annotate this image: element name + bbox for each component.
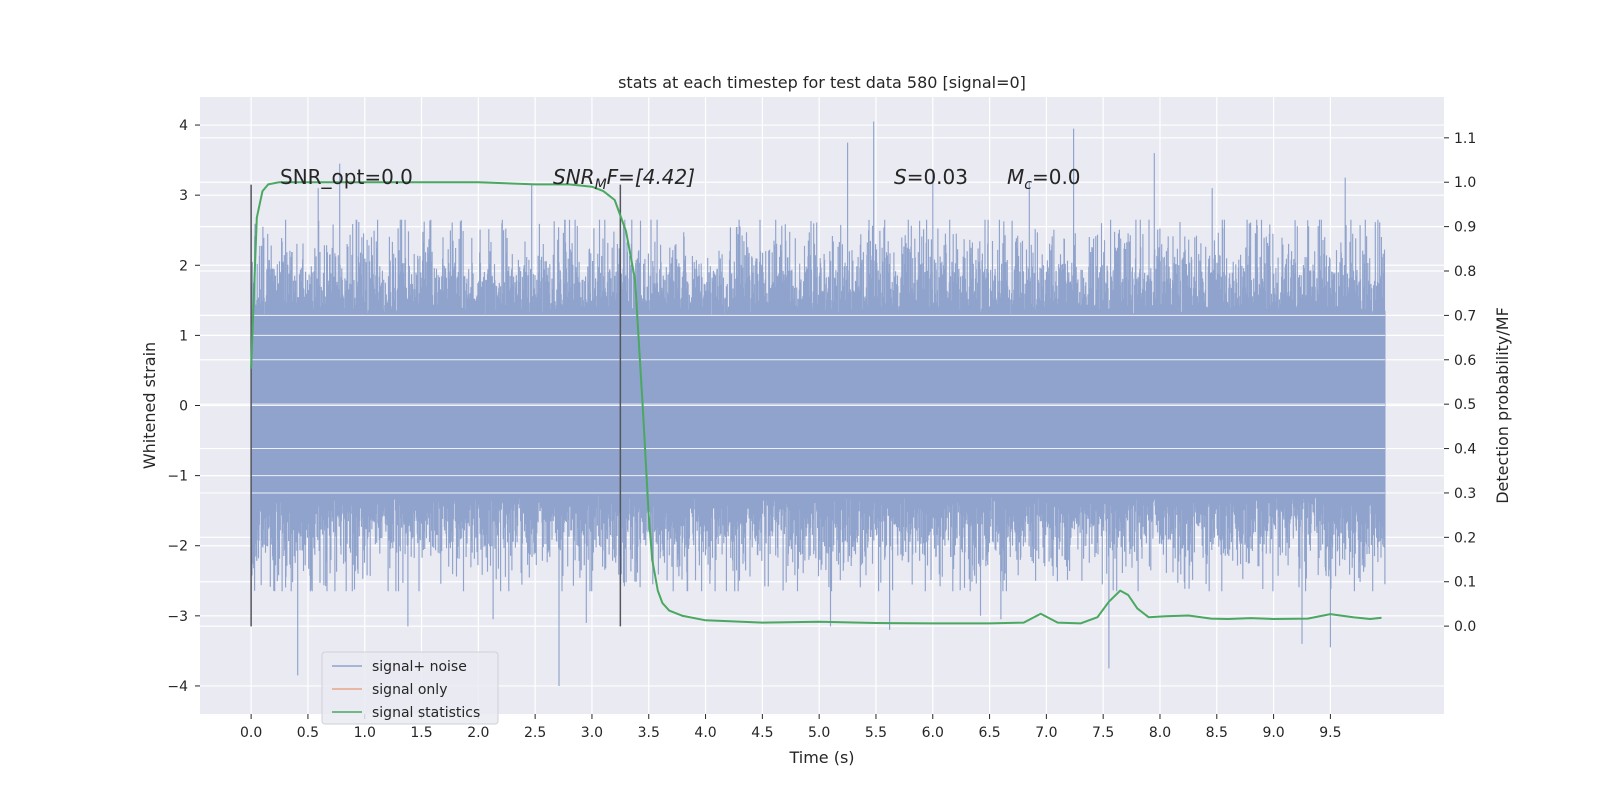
x-axis-label: Time (s) — [788, 748, 854, 767]
x-tick-label: 6.5 — [978, 725, 1000, 741]
y2-tick-label: 0.9 — [1454, 220, 1476, 236]
annotation-snr-mf-main: SNR — [553, 165, 595, 189]
annotation-mc-symbol: M — [1007, 165, 1024, 189]
y2-tick-label: 0.3 — [1454, 486, 1476, 502]
x-tick-label: 9.0 — [1262, 725, 1284, 741]
annotation-s-value: =0.03 — [907, 165, 968, 189]
annotation-mc-value: =0.0 — [1032, 165, 1081, 189]
y-tick-label: 2 — [179, 258, 188, 274]
annotation-snr-mf: SNRMF=[4.42] — [553, 165, 695, 193]
y-tick-label: 1 — [179, 328, 188, 344]
chart-title: stats at each timestep for test data 580… — [618, 73, 1026, 92]
x-tick-label: 8.0 — [1149, 725, 1171, 741]
series-signal-noise — [250, 121, 1386, 686]
annotation-s: S=0.03 — [894, 165, 968, 189]
y-tick-label: −1 — [167, 469, 188, 485]
y2-tick-label: 1.0 — [1454, 175, 1476, 191]
x-tick-label: 8.5 — [1206, 725, 1228, 741]
y2-tick-label: 0.0 — [1454, 619, 1476, 635]
y-axis-label: Whitened strain — [140, 342, 159, 469]
y2-tick-label: 0.5 — [1454, 397, 1476, 413]
y-tick-label: 4 — [179, 118, 188, 134]
x-tick-label: 2.0 — [467, 725, 489, 741]
y2-tick-label: 0.2 — [1454, 530, 1476, 546]
x-tick-label: 6.0 — [922, 725, 944, 741]
x-tick-label: 0.0 — [240, 725, 262, 741]
series-signal-statistics — [250, 181, 1382, 625]
y2-tick-label: 0.6 — [1454, 353, 1476, 369]
y-tick-label: −3 — [167, 609, 188, 625]
y2-tick-label: 0.4 — [1454, 442, 1476, 458]
x-tick-label: 9.5 — [1319, 725, 1341, 741]
x-tick-label: 1.5 — [410, 725, 432, 741]
annotation-snr-mf-rest: F=[4.42] — [607, 165, 695, 189]
x-tick-label: 3.0 — [581, 725, 603, 741]
y-tick-label: 3 — [179, 188, 188, 204]
y2-tick-label: 0.7 — [1454, 308, 1476, 324]
x-tick-label: 1.0 — [354, 725, 376, 741]
annotations: SNR_opt=0.0 SNRMF=[4.42] S=0.03 Mc=0.0 — [280, 165, 1081, 193]
annotation-snr-opt: SNR_opt=0.0 — [280, 165, 413, 189]
legend-entry-signal-noise: signal+ noise — [372, 659, 467, 675]
y-tick-label: 0 — [179, 399, 188, 415]
legend-box — [321, 651, 499, 725]
x-tick-label: 4.0 — [694, 725, 716, 741]
legend-entry-signal-only: signal only — [372, 682, 447, 698]
annotation-snr-mf-sub: M — [595, 177, 607, 193]
y2-axis-label: Detection probability/MF — [1493, 307, 1512, 504]
marker-vertical-lines — [250, 184, 622, 627]
x-tick-label: 7.5 — [1092, 725, 1114, 741]
x-tick-label: 4.5 — [751, 725, 773, 741]
signal-statistics-line — [250, 181, 1382, 625]
annotation-mc-subscript: c — [1024, 177, 1032, 193]
x-tick-label: 5.5 — [865, 725, 887, 741]
y-tick-label: −2 — [167, 539, 188, 555]
x-tick-label: 0.5 — [297, 725, 319, 741]
annotation-s-symbol: S — [894, 165, 907, 189]
axes: 0.0 0.5 1.0 1.5 2.0 2.5 3.0 3.5 4.0 4.5 5.0 5.5 6.0 6… — [167, 118, 1476, 741]
legend-entry-signal-statistics: signal statistics — [372, 705, 480, 721]
x-tick-label: 7.0 — [1035, 725, 1057, 741]
x-tick-label: 2.5 — [524, 725, 546, 741]
x-tick-label: 5.0 — [808, 725, 830, 741]
x-tick-label: 3.5 — [638, 725, 660, 741]
legend: signal+ noise signal only signal statist… — [321, 651, 499, 725]
y2-tick-label: 1.1 — [1454, 131, 1476, 147]
y-tick-label: −4 — [167, 679, 188, 695]
y2-tick-label: 0.8 — [1454, 264, 1476, 280]
y2-tick-label: 0.1 — [1454, 575, 1476, 591]
annotation-mc: Mc=0.0 — [1007, 165, 1081, 193]
